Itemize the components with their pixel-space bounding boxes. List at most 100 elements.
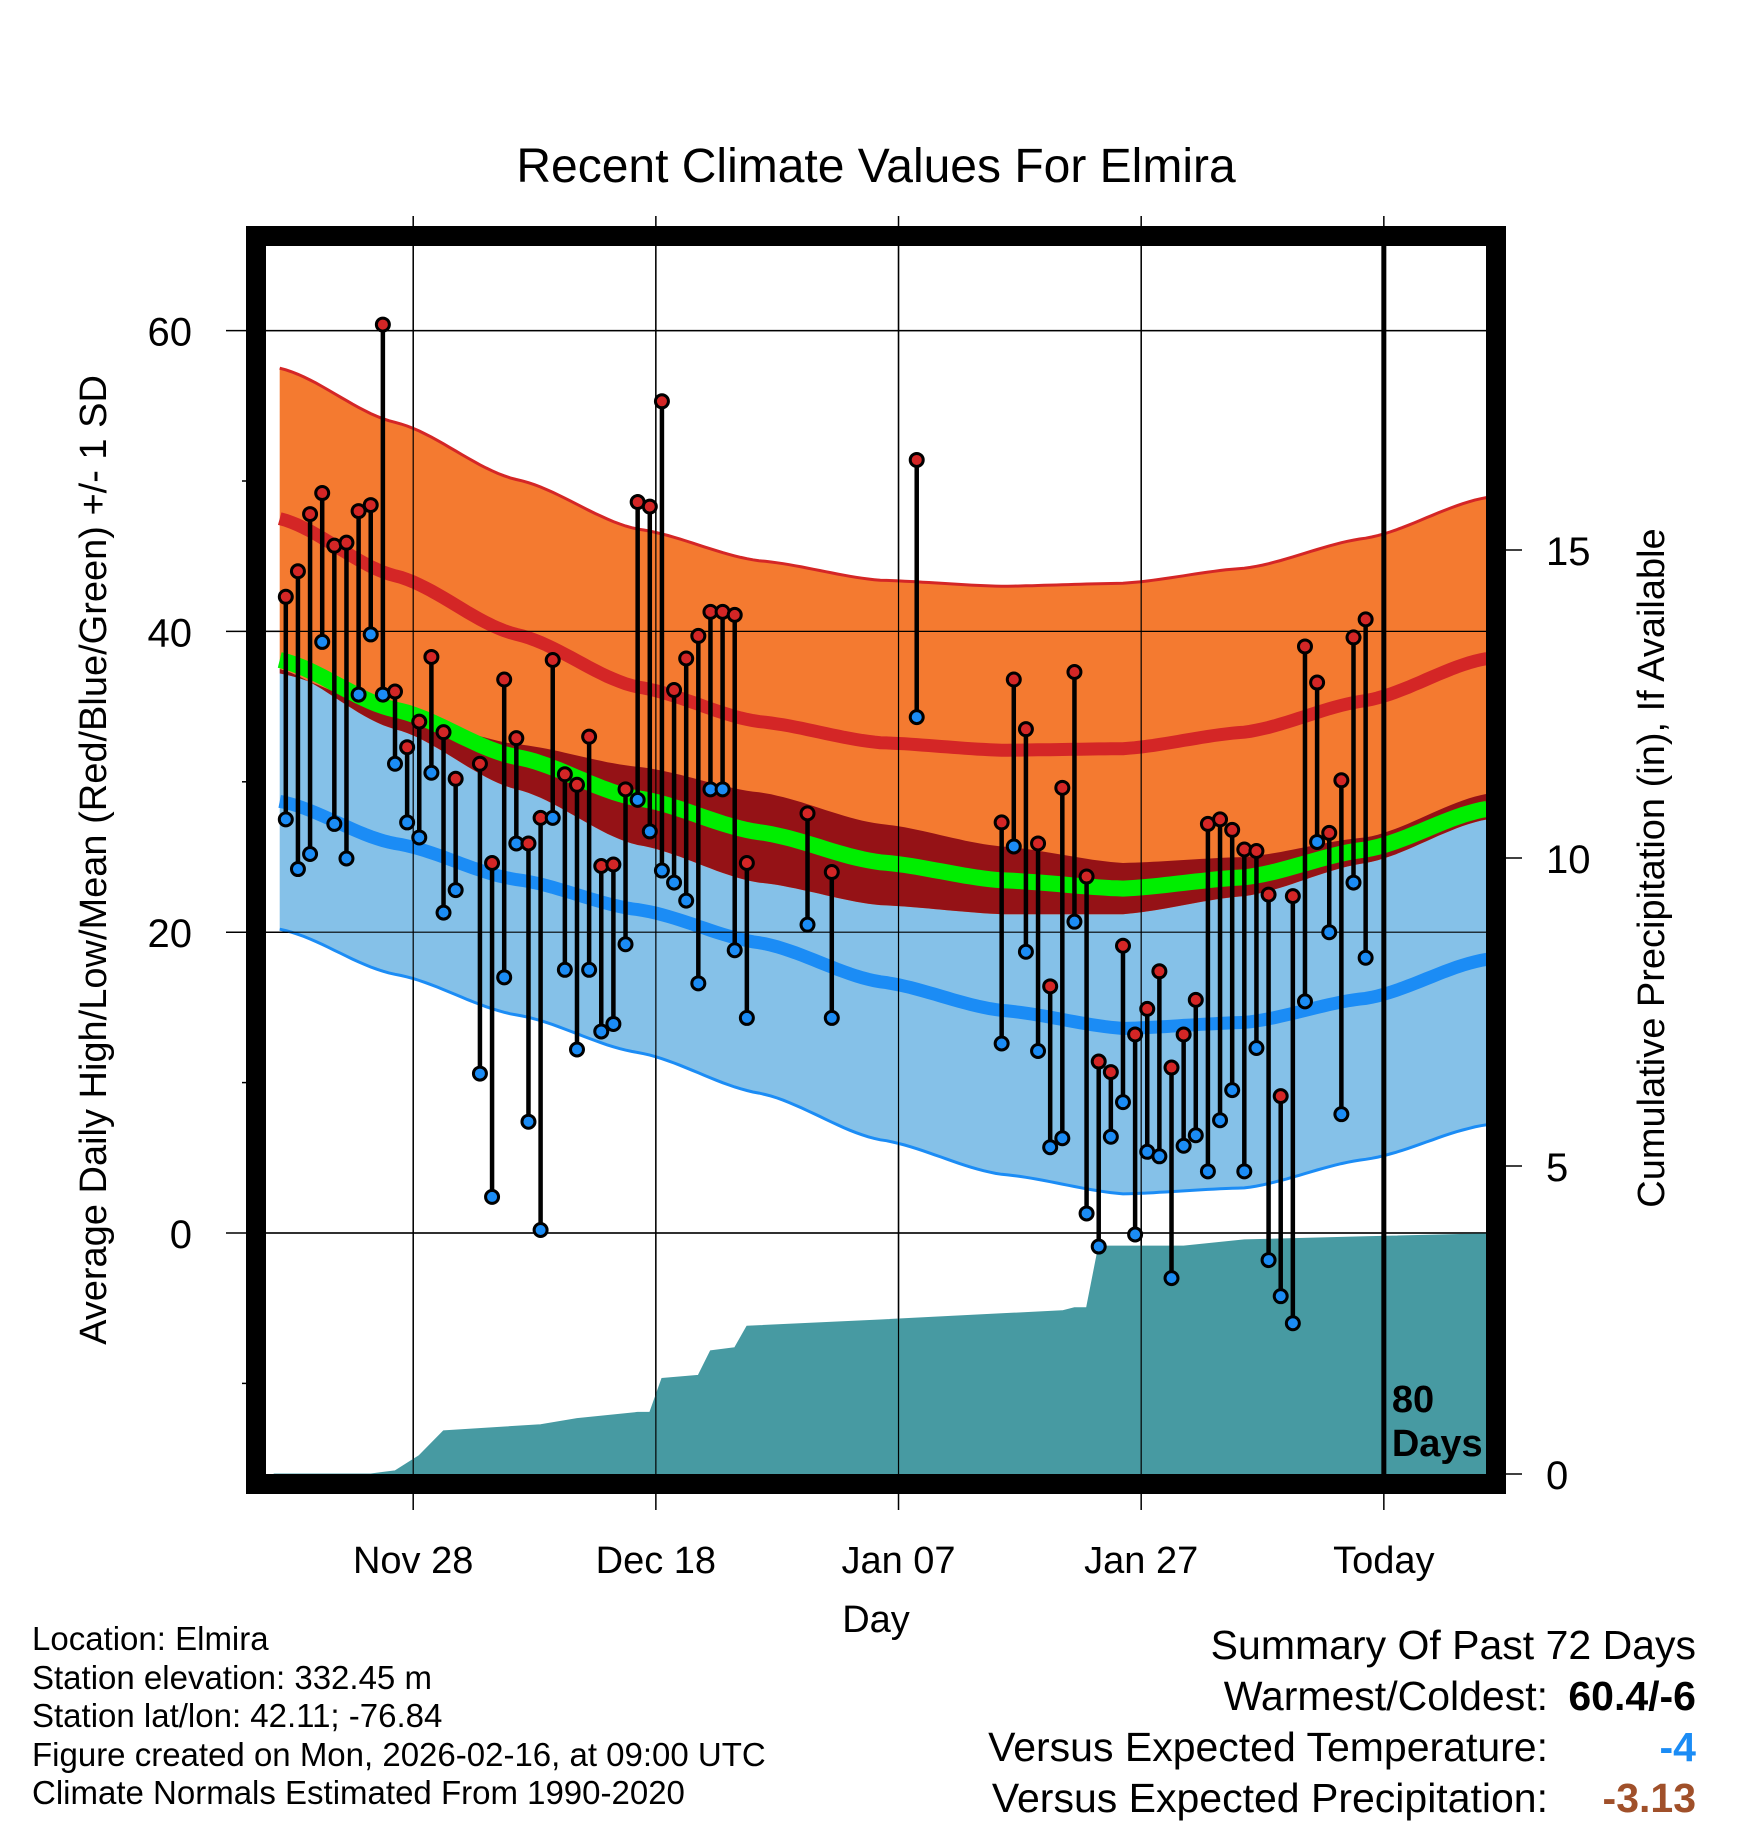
daily-high-point xyxy=(678,650,695,667)
daily-observation xyxy=(678,650,695,909)
daily-observation xyxy=(1321,824,1338,941)
x-tick-label: Nov 28 xyxy=(353,1540,473,1582)
daily-observation xyxy=(617,781,634,953)
daily-observation xyxy=(1284,888,1301,1332)
daily-observation xyxy=(1187,991,1204,1144)
daily-observation xyxy=(520,835,537,1130)
daily-high-point xyxy=(556,766,573,783)
daily-observation xyxy=(471,755,488,1082)
daily-high-point xyxy=(423,648,440,665)
daily-observation xyxy=(714,603,731,798)
daily-observation xyxy=(653,393,670,879)
daily-high-point xyxy=(1272,1088,1289,1105)
daily-observation xyxy=(581,728,598,978)
daily-observation xyxy=(496,671,513,986)
y2-tick-label: 5 xyxy=(1546,1146,1568,1190)
daily-high-point xyxy=(1309,674,1326,691)
daily-low-point xyxy=(1017,943,1034,960)
daily-low-point xyxy=(1151,1148,1168,1165)
y2-tick-label: 0 xyxy=(1546,1454,1568,1498)
daily-observation xyxy=(1224,821,1241,1099)
daily-high-point xyxy=(993,814,1010,831)
daily-low-point xyxy=(1248,1040,1265,1057)
daily-low-point xyxy=(556,961,573,978)
y-tick-label: 40 xyxy=(148,611,193,655)
daily-observation xyxy=(1017,721,1034,960)
daily-low-point xyxy=(629,791,646,808)
high-band-upper-edge xyxy=(279,366,1486,588)
daily-observation xyxy=(1345,629,1362,891)
daily-observation xyxy=(544,651,561,826)
daily-low-point xyxy=(302,845,319,862)
daily-high-point xyxy=(1345,629,1362,646)
x-tick-label: Dec 18 xyxy=(596,1540,716,1582)
daily-observation xyxy=(411,713,428,846)
daily-high-point xyxy=(568,776,585,793)
daily-low-point xyxy=(1309,833,1326,850)
daily-high-point xyxy=(1139,1000,1156,1017)
daily-low-point xyxy=(435,904,452,921)
daily-observation xyxy=(1248,842,1265,1057)
daily-low-point xyxy=(289,861,306,878)
daily-observation xyxy=(641,498,658,840)
daily-high-point xyxy=(1260,886,1277,903)
daily-observation xyxy=(350,503,367,703)
daily-observation xyxy=(362,497,379,643)
daily-observation xyxy=(1296,638,1313,1010)
temp-vs-expected-value: -4 xyxy=(1659,1724,1696,1770)
precip-vs-expected-value: -3.13 xyxy=(1602,1775,1696,1821)
daily-high-point xyxy=(544,651,561,668)
daily-high-point xyxy=(338,534,355,551)
daily-low-point xyxy=(326,815,343,832)
summary-warmest-coldest: Warmest/Coldest: 60.4/-6 xyxy=(988,1671,1696,1722)
daily-low-point xyxy=(1114,1094,1131,1111)
daily-low-point xyxy=(714,781,731,798)
daily-low-point xyxy=(544,809,561,826)
daily-observation xyxy=(993,814,1010,1052)
daily-low-point xyxy=(447,882,464,899)
x-tick-label: Jan 27 xyxy=(1084,1540,1198,1582)
daily-high-point xyxy=(738,855,755,872)
daily-low-point xyxy=(1272,1288,1289,1305)
daily-low-point xyxy=(908,709,925,726)
window-days-number: 80 xyxy=(1392,1379,1434,1421)
daily-high-point xyxy=(411,713,428,730)
daily-low-point xyxy=(520,1113,537,1130)
precip-vs-expected-label: Versus Expected Precipitation: xyxy=(991,1775,1548,1821)
daily-high-point xyxy=(435,724,452,741)
daily-low-point xyxy=(399,814,416,831)
daily-low-point xyxy=(678,892,695,909)
daily-low-point xyxy=(1224,1082,1241,1099)
daily-high-point xyxy=(374,316,391,333)
daily-high-point xyxy=(1054,779,1071,796)
daily-low-point xyxy=(1042,1139,1059,1156)
y2-tick-label: 10 xyxy=(1546,838,1591,882)
daily-high-point xyxy=(1030,835,1047,852)
daily-high-point xyxy=(726,606,743,623)
daily-low-point xyxy=(471,1065,488,1082)
daily-low-point xyxy=(605,1015,622,1032)
daily-observations xyxy=(277,316,1374,1332)
daily-low-point xyxy=(1187,1127,1204,1144)
cumulative-precipitation-area xyxy=(273,1233,1486,1474)
daily-low-point xyxy=(532,1221,549,1238)
daily-observation xyxy=(1127,1026,1144,1243)
daily-low-point xyxy=(1030,1043,1047,1060)
daily-low-point xyxy=(617,936,634,953)
daily-observation xyxy=(387,683,403,772)
y-axis-label: Average Daily High/Low/Mean (Red/Blue/Gr… xyxy=(73,375,115,1345)
daily-high-point xyxy=(508,730,525,747)
location-text: Location: Elmira xyxy=(32,1620,269,1657)
daily-low-point xyxy=(993,1035,1010,1052)
daily-observation xyxy=(314,485,331,650)
daily-low-point xyxy=(726,942,743,959)
daily-high-point xyxy=(1151,963,1168,980)
station-info: Location: Elmira Station elevation: 332.… xyxy=(32,1620,766,1813)
plot-frame xyxy=(246,226,1506,1494)
daily-observation xyxy=(1260,886,1277,1269)
summary-panel: Summary Of Past 72 Days Warmest/Coldest:… xyxy=(988,1620,1696,1824)
daily-observation xyxy=(1030,835,1047,1060)
daily-high-point xyxy=(799,805,816,822)
x-tick-label: Jan 07 xyxy=(841,1540,955,1582)
